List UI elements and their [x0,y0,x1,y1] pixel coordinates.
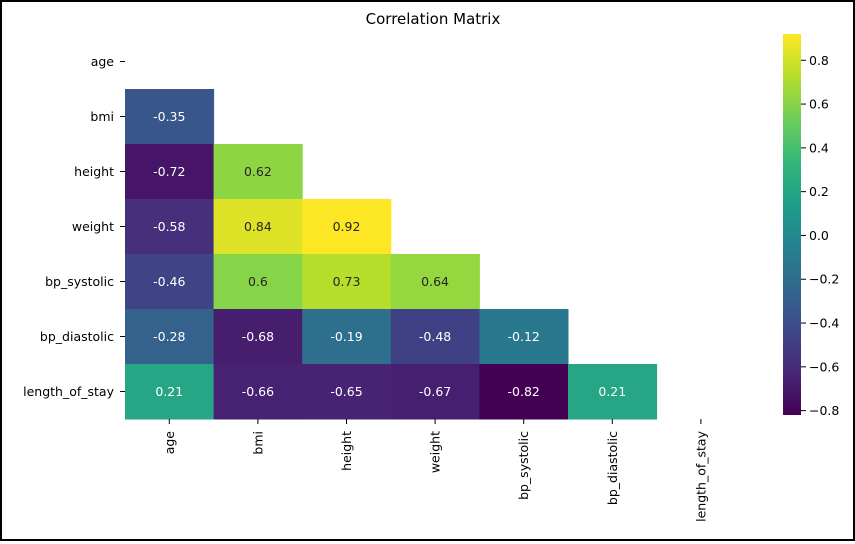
y-tick-label: weight [72,219,114,234]
y-tick-label: height [74,164,114,179]
heatmap-cells: -0.35 -0.72 0.62 -0.58 0.84 0.92 -0.46 0.6 0.73 0… [125,89,658,420]
cell-value-label: 0.21 [598,384,626,399]
cell-value-label: -0.72 [153,164,185,179]
heatmap-cell [302,309,392,365]
colorbar-tick-label: −0.4 [809,316,839,331]
cell-value-label: -0.65 [330,384,362,399]
cell-value-label: -0.68 [242,329,274,344]
heatmap-cell [302,199,392,255]
colorbar-tick-label: −0.2 [809,272,839,287]
x-tick-label: weight [428,431,443,473]
x-tick-label: bmi [250,431,265,455]
heatmap-cell [390,364,480,420]
heatmap-cell [213,309,303,365]
heatmap-cell [125,309,215,365]
colorbar-tick-label: −0.8 [809,403,839,418]
heatmap-cell [213,254,303,310]
x-tick-label: bp_diastolic [605,431,620,505]
heatmap-cell [125,144,215,200]
cell-value-label: -0.58 [153,219,185,234]
y-tick-label: bmi [90,109,114,124]
colorbar-gradient [783,34,801,415]
x-tick-label: age [162,431,177,455]
cell-value-label: 0.62 [244,164,272,179]
cell-value-label: 0.92 [333,219,361,234]
y-tick-label: bp_systolic [45,274,114,289]
cell-value-label: -0.19 [330,329,362,344]
cell-value-label: 0.73 [333,274,361,289]
y-tick-label: bp_diastolic [40,329,114,344]
heatmap-cell [125,89,215,145]
cell-value-label: -0.66 [242,384,274,399]
y-tick-label: age [91,54,115,69]
cell-value-label: 0.84 [244,219,272,234]
x-tick-label: bp_systolic [516,431,531,500]
cell-value-label: 0.21 [155,384,183,399]
heatmap-cell [568,364,658,420]
cell-value-label: -0.46 [153,274,185,289]
chart-title: Correlation Matrix [366,10,501,28]
colorbar-tick-label: 0.8 [809,53,829,68]
cell-value-label: -0.82 [508,384,540,399]
heatmap-cell [213,144,303,200]
cell-value-label: -0.28 [153,329,185,344]
cell-value-label: 0.64 [421,274,449,289]
colorbar-tick-label: 0.0 [809,228,829,243]
colorbar-tick-label: 0.2 [809,184,829,199]
colorbar-tick-label: 0.6 [809,97,829,112]
cell-value-label: -0.67 [419,384,451,399]
cell-value-label: -0.12 [508,329,540,344]
x-tick-labels: age bmi height weight bp_systolic bp_diastoli… [162,419,708,522]
cell-value-label: -0.35 [153,109,185,124]
heatmap-cell [213,199,303,255]
heatmap-cell [213,364,303,420]
heatmap-cell [125,254,215,310]
y-tick-label: length_of_stay [23,384,114,399]
heatmap-cell [390,309,480,365]
heatmap-cell [302,254,392,310]
cell-value-label: -0.48 [419,329,451,344]
heatmap-cell [390,254,480,310]
heatmap-cell [302,364,392,420]
colorbar: 0.8 0.6 0.4 0.2 0.0 −0.2 −0.4 −0.6 −0.8 [783,34,839,418]
heatmap-cell [125,199,215,255]
cell-value-label: 0.6 [248,274,268,289]
colorbar-tick-label: 0.4 [809,140,829,155]
colorbar-tick-label: −0.6 [809,359,839,374]
x-tick-label: length_of_stay [693,430,708,521]
y-tick-labels: age bmi height weight bp_systolic bp_diastoli… [23,54,125,399]
x-tick-label: height [339,431,354,471]
heatmap-cell [125,364,215,420]
heatmap-cell [479,309,569,365]
heatmap-cell [479,364,569,420]
